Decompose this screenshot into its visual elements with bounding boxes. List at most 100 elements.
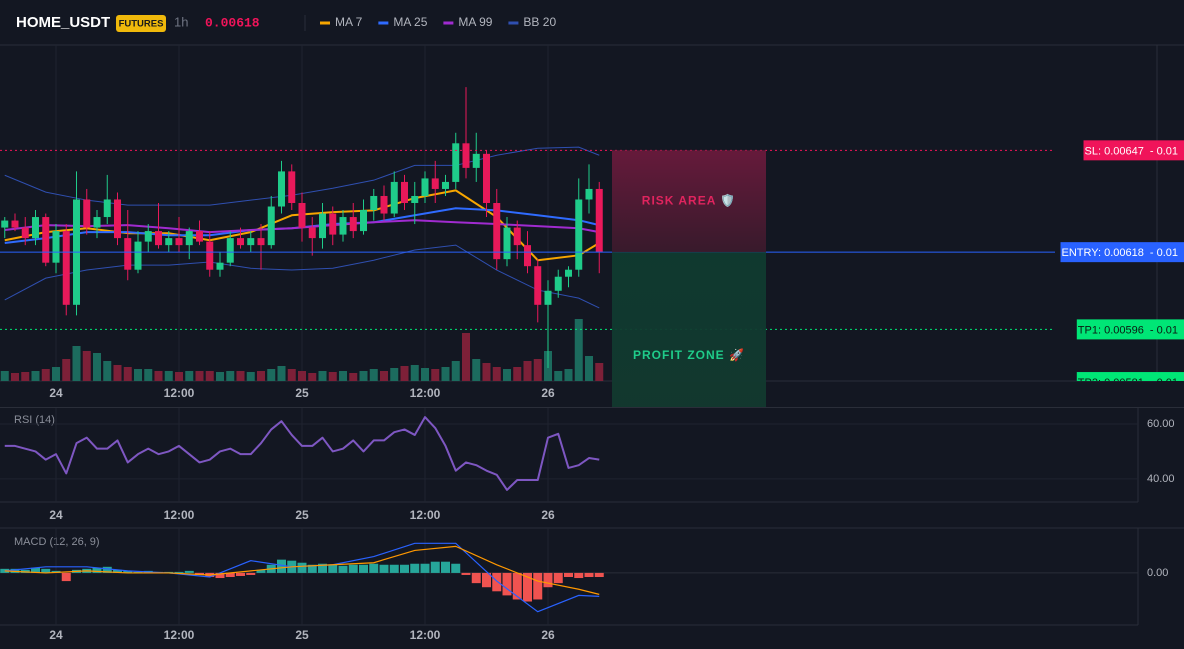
candle-body — [370, 195, 378, 211]
candle-body — [267, 206, 275, 246]
volume-bar — [533, 359, 542, 381]
macd-histogram-bar — [512, 572, 522, 600]
volume-bar — [144, 369, 153, 381]
legend-label: MA 99 — [458, 15, 492, 29]
candle-body — [308, 227, 316, 239]
candle-body — [62, 231, 70, 305]
macd-histogram-bar — [256, 569, 266, 573]
volume-bar — [400, 366, 409, 381]
candle-body — [206, 241, 214, 270]
bb-lower — [4, 244, 600, 309]
candle-body — [1, 220, 9, 228]
macd-histogram-bar — [482, 572, 491, 588]
x-tick-label: 26 — [541, 628, 555, 642]
candle-body — [278, 171, 285, 207]
candle-body — [493, 202, 501, 260]
macd-histogram-bar — [113, 569, 122, 573]
volume-bar — [462, 333, 470, 381]
candle-body — [32, 217, 39, 239]
candle-body — [124, 238, 132, 270]
x-tick-label: 25 — [295, 628, 309, 642]
zone-label: PROFIT ZONE 🚀 — [633, 348, 745, 362]
volume-bar — [574, 319, 583, 381]
candle-body — [257, 238, 265, 246]
volume-bar — [134, 369, 142, 381]
volume-bar — [226, 371, 235, 381]
x-tick-label: 25 — [295, 508, 309, 522]
level-label-name: ENTRY: 0.00618 — [1062, 247, 1144, 259]
candle-body — [534, 266, 542, 305]
macd-histogram-bar — [420, 563, 430, 573]
volume-bar — [349, 373, 358, 381]
level-label-text: TP1: 0.00596 - 0.01 — [1078, 324, 1178, 336]
macd-histogram-bar — [338, 565, 348, 573]
candle-body — [93, 217, 101, 228]
symbol: HOME_USDT — [16, 14, 110, 31]
volume-bar — [31, 371, 40, 381]
macd-histogram-bar — [461, 572, 471, 575]
y-tick-label: 60.00 — [1147, 418, 1175, 430]
zone — [612, 252, 766, 407]
level-label-size: - 0.01 — [1150, 247, 1178, 259]
candle-body — [524, 245, 531, 267]
candle-body — [462, 143, 470, 168]
volume-bar — [492, 367, 501, 381]
volume-bar — [41, 369, 50, 381]
level-label-text: TP2: 0.00581 - 0.01 — [1078, 377, 1178, 389]
legend-label: BB 20 — [523, 15, 556, 29]
level-label-bg — [1076, 319, 1184, 340]
candle-body — [595, 188, 603, 253]
level-label: TP2: 0.00581 - 0.01 — [1076, 372, 1184, 389]
volume-bar — [318, 371, 327, 381]
candle-body — [226, 238, 234, 263]
candle-body — [175, 238, 183, 246]
macd-histogram-bar — [574, 572, 584, 579]
candle-body — [196, 231, 203, 242]
x-tick-label: 12:00 — [410, 508, 441, 522]
level-label-text: SL: 0.00647 - 0.01 — [1085, 145, 1178, 157]
x-tick-label: 24 — [49, 386, 63, 400]
volume-bar — [298, 371, 306, 381]
candle-body — [380, 195, 388, 214]
volume-bar — [103, 361, 112, 381]
macd-histogram-bar — [318, 563, 327, 573]
volume-bar — [62, 359, 71, 381]
macd-histogram-bar — [102, 566, 112, 573]
volume-bar — [564, 369, 573, 381]
candle-body — [544, 290, 552, 305]
level-label-bg — [1060, 242, 1184, 263]
candle-body — [247, 238, 255, 246]
legend-label: MA 7 — [335, 15, 363, 29]
candle-body — [216, 262, 224, 270]
macd-histogram-bar — [225, 572, 235, 578]
macd-histogram-bar — [523, 572, 532, 602]
volume-bar — [359, 371, 368, 381]
volume-bar — [216, 372, 224, 381]
candle-body — [442, 181, 449, 189]
volume-bar — [451, 361, 460, 381]
volume-bar — [236, 371, 245, 381]
candle-body — [165, 238, 173, 246]
macd-histogram-bar — [389, 564, 399, 573]
candle-body — [114, 199, 121, 239]
macd-histogram-bar — [441, 561, 450, 573]
macd-histogram-bar — [277, 559, 286, 573]
volume-bar — [123, 367, 132, 381]
level-label-name: TP2: 0.00581 — [1078, 377, 1144, 389]
x-tick-label: 26 — [541, 508, 555, 522]
volume-bar — [287, 369, 296, 381]
y-tick-label: 40.00 — [1147, 473, 1175, 485]
level-label-bg — [1083, 140, 1184, 161]
candle-body — [431, 178, 439, 189]
volume-bar — [267, 369, 276, 381]
volume-bar — [164, 371, 173, 381]
candle-body — [452, 143, 460, 182]
volume-bar — [472, 359, 481, 381]
candle-body — [565, 269, 572, 277]
macd-histogram-bar — [328, 564, 338, 573]
candle-body — [319, 213, 326, 239]
candle-body — [472, 153, 480, 168]
candle-body — [21, 227, 29, 239]
volume-bar — [82, 351, 91, 381]
